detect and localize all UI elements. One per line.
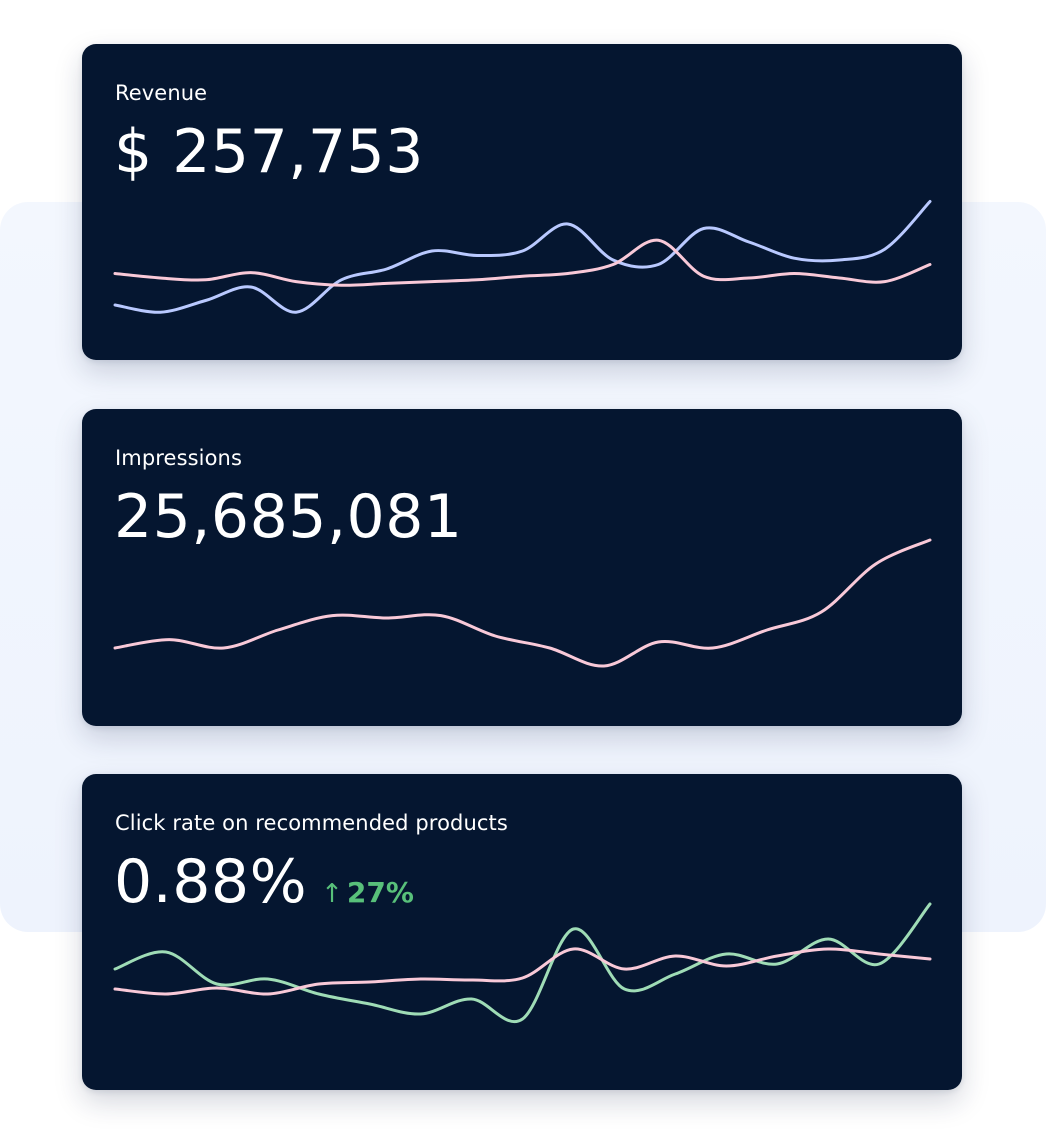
revenue-sparkline xyxy=(113,200,932,314)
revenue-card: Revenue $ 257,753 xyxy=(82,44,962,360)
sparkline-series-1 xyxy=(113,538,932,668)
click-rate-value: 0.88% xyxy=(114,847,308,917)
impressions-value: 25,685,081 xyxy=(114,482,463,552)
click-rate-delta: ↑ 27% xyxy=(321,876,414,909)
sparkline-series-1 xyxy=(113,200,932,314)
revenue-label: Revenue xyxy=(115,81,208,105)
sparkline-series-1 xyxy=(113,902,932,1023)
click-rate-value-row: 0.88% ↑ 27% xyxy=(114,846,414,918)
click-rate-label: Click rate on recommended products xyxy=(115,811,508,835)
sparkline-series-2 xyxy=(113,947,932,996)
click-rate-delta-value: 27% xyxy=(346,876,414,909)
revenue-value: $ 257,753 xyxy=(114,117,424,187)
sparkline-series-2 xyxy=(113,238,932,287)
arrow-up-icon: ↑ xyxy=(321,879,343,909)
click-rate-card: Click rate on recommended products 0.88%… xyxy=(82,774,962,1090)
impressions-label: Impressions xyxy=(115,446,242,470)
impressions-card: Impressions 25,685,081 xyxy=(82,409,962,726)
